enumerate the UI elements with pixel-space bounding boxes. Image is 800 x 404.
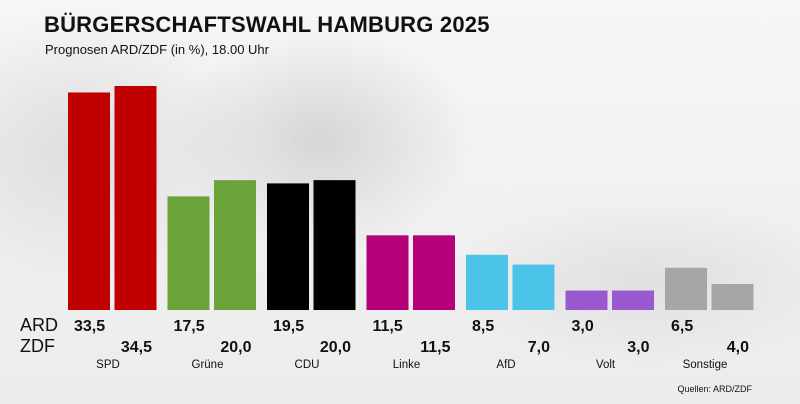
value-label-zdf-volt: 3,0 (627, 339, 649, 356)
category-label-sonstige: Sonstige (683, 359, 728, 371)
series-label-ard: ARD (20, 315, 58, 335)
bar-ard-cdu (267, 183, 309, 310)
value-label-ard-linke: 11,5 (373, 318, 403, 335)
value-label-zdf-cdu: 20,0 (320, 339, 351, 356)
value-label-zdf-sonstige: 4,0 (727, 339, 749, 356)
category-label-volt: Volt (596, 359, 616, 371)
bar-zdf-linke (413, 235, 455, 310)
bar-zdf-afd (512, 264, 555, 310)
value-label-zdf-gruene: 20,0 (220, 339, 251, 356)
category-label-afd: AfD (496, 359, 515, 371)
bar-zdf-volt (612, 290, 654, 310)
bar-ard-afd (466, 254, 508, 310)
value-label-zdf-afd: 7,0 (528, 339, 550, 356)
chart-subtitle: Prognosen ARD/ZDF (in %), 18.00 Uhr (45, 42, 269, 57)
bar-ard-spd (68, 92, 110, 310)
category-label-linke: Linke (393, 359, 421, 371)
category-label-cdu: CDU (295, 359, 320, 371)
bar-ard-gruene (167, 196, 210, 310)
bar-zdf-cdu (313, 180, 356, 310)
value-label-ard-volt: 3,0 (572, 318, 594, 335)
bar-ard-linke (366, 235, 409, 310)
series-label-zdf: ZDF (20, 336, 55, 356)
value-label-ard-spd: 33,5 (74, 318, 105, 335)
value-label-zdf-spd: 34,5 (121, 339, 152, 356)
bar-ard-volt (565, 290, 608, 310)
bar-zdf-spd (114, 86, 157, 310)
category-label-spd: SPD (96, 359, 120, 371)
value-label-ard-cdu: 19,5 (273, 318, 304, 335)
source-note: Quellen: ARD/ZDF (677, 384, 752, 394)
category-label-gruene: Grüne (192, 359, 224, 371)
bar-ard-sonstige (665, 267, 707, 310)
chart-title: BÜRGERSCHAFTSWAHL HAMBURG 2025 (44, 12, 490, 37)
value-label-ard-sonstige: 6,5 (671, 318, 693, 335)
value-label-ard-afd: 8,5 (472, 318, 494, 335)
bar-zdf-gruene (214, 180, 256, 310)
bar-zdf-sonstige (711, 284, 754, 310)
value-label-zdf-linke: 11,5 (420, 339, 450, 356)
value-label-ard-gruene: 17,5 (174, 318, 205, 335)
